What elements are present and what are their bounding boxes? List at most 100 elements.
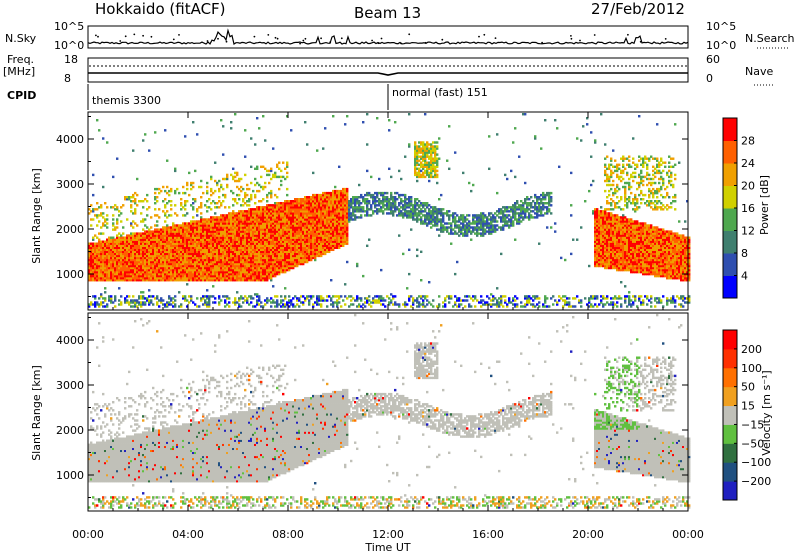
- range-cell: [170, 189, 173, 193]
- range-cell: [200, 222, 203, 225]
- range-cell: [190, 295, 193, 298]
- range-cell: [166, 270, 169, 274]
- range-cell: [314, 258, 317, 262]
- range-cell: [92, 238, 95, 241]
- range-cell: [158, 260, 161, 264]
- range-cell: [222, 234, 225, 237]
- range-cell: [326, 238, 329, 241]
- range-cell: [330, 248, 333, 252]
- range-cell: [266, 232, 269, 235]
- range-cell: [212, 252, 215, 256]
- range-cell: [104, 220, 107, 223]
- range-cell: [338, 222, 341, 225]
- range-cell: [356, 208, 359, 211]
- range-cell: [288, 238, 291, 241]
- range-cell: [226, 222, 229, 225]
- range-cell: [344, 212, 347, 215]
- range-cell: [238, 258, 241, 262]
- range-cell: [294, 200, 297, 203]
- range-cell: [244, 248, 247, 252]
- range-cell: [300, 295, 303, 298]
- range-cell: [262, 115, 265, 118]
- range-cell: [110, 268, 113, 272]
- range-cell: [152, 252, 155, 256]
- range-cell: [214, 260, 217, 264]
- range-cell: [134, 254, 137, 258]
- range-cell: [164, 236, 167, 239]
- range-cell: [138, 279, 141, 282]
- range-cell: [312, 196, 315, 199]
- range-cell: [228, 297, 231, 300]
- range-cell: [390, 198, 393, 201]
- range-cell: [218, 189, 221, 193]
- range-cell: [320, 240, 323, 243]
- range-cell: [284, 258, 287, 262]
- range-cell: [170, 238, 173, 241]
- range-cell: [276, 250, 279, 254]
- range-cell: [300, 256, 303, 260]
- range-cell: [138, 234, 141, 237]
- range-cell: [234, 179, 237, 183]
- range-cell: [204, 270, 207, 274]
- range-cell: [272, 236, 275, 239]
- range-cell: [136, 305, 139, 308]
- range-cell: [268, 238, 271, 241]
- range-cell: [256, 234, 259, 237]
- range-cell: [338, 216, 341, 219]
- range-cell: [262, 206, 265, 209]
- range-cell: [260, 185, 263, 189]
- range-cell: [104, 256, 107, 260]
- range-cell: [210, 248, 213, 252]
- range-cell: [240, 272, 243, 276]
- range-cell: [178, 274, 181, 278]
- range-cell: [280, 248, 283, 252]
- range-cell: [176, 248, 179, 252]
- range-cell: [232, 250, 235, 254]
- range-cell: [172, 297, 175, 300]
- range-cell: [164, 129, 167, 132]
- range-cell: [122, 277, 125, 280]
- range-cell: [116, 238, 119, 241]
- range-cell: [306, 248, 309, 252]
- range-cell: [294, 198, 297, 201]
- range-cell: [372, 202, 375, 205]
- range-cell: [276, 240, 279, 243]
- range-cell: [316, 208, 319, 211]
- range-cell: [152, 244, 155, 248]
- range-cell: [120, 268, 123, 272]
- range-cell: [278, 206, 281, 209]
- range-cell: [318, 206, 321, 209]
- range-cell: [268, 220, 271, 223]
- range-cell: [354, 204, 357, 207]
- range-cell: [390, 193, 393, 197]
- range-cell: [214, 262, 217, 266]
- range-cell: [242, 210, 245, 213]
- range-cell: [200, 230, 203, 233]
- range-cell: [220, 228, 223, 231]
- range-cell: [276, 210, 279, 213]
- range-cell: [342, 220, 345, 223]
- range-cell: [262, 264, 265, 268]
- range-cell: [298, 220, 301, 223]
- range-cell: [350, 200, 353, 203]
- range-cell: [198, 222, 201, 225]
- range-cell: [296, 252, 299, 256]
- range-cell: [266, 214, 269, 217]
- range-cell: [228, 256, 231, 260]
- range-cell: [222, 216, 225, 219]
- range-cell: [284, 220, 287, 223]
- range-cell: [318, 242, 321, 245]
- range-cell: [246, 236, 249, 239]
- range-cell: [250, 165, 253, 169]
- range-cell: [106, 252, 109, 256]
- range-cell: [128, 238, 131, 241]
- range-cell: [328, 191, 331, 195]
- range-cell: [214, 179, 217, 183]
- range-cell: [106, 266, 109, 270]
- range-cell: [188, 270, 191, 274]
- range-cell: [286, 264, 289, 268]
- range-cell: [264, 185, 267, 189]
- range-cell: [144, 270, 147, 274]
- range-cell: [264, 236, 267, 239]
- range-cell: [240, 295, 243, 298]
